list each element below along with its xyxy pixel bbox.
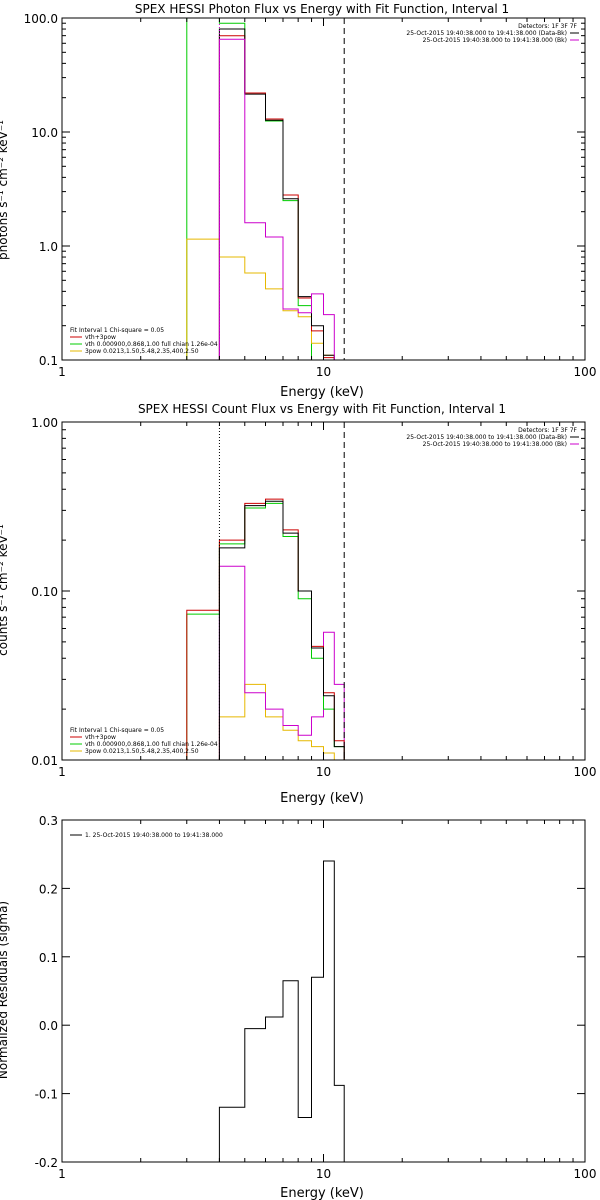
count-flux-series-3 <box>186 498 345 760</box>
count-flux-fit-legend-entry: vth+3pow <box>85 734 116 741</box>
photon-flux-y-tick-label: 1.0 <box>39 240 58 254</box>
photon-flux-series-4 <box>218 38 335 360</box>
residuals-xlabel: Energy (keV) <box>280 1186 364 1200</box>
count-flux-xlabel: Energy (keV) <box>280 791 364 806</box>
photon-flux-panel: SPEX HESSI Photon Flux vs Energy with Fi… <box>0 2 597 400</box>
photon-flux-y-tick-label: 10.0 <box>31 126 58 140</box>
photon-flux-legend-header: Detectors: 1F 3F 7F <box>518 23 577 30</box>
count-flux-series-1 <box>218 565 345 760</box>
residuals-series-0 <box>218 860 345 1162</box>
count-flux-legend-header: Detectors: 1F 3F 7F <box>518 427 577 434</box>
residuals-y-tick-label: 0.3 <box>39 814 58 828</box>
photon-flux-fit-legend-entry: 3pow 0.0213,1.50,5.48,2.35,400,2.50 <box>85 348 199 355</box>
photon-flux-x-tick-label: 1 <box>58 365 66 379</box>
residuals-legend-entry: 1. 25-Oct-2015 19:40:38.000 to 19:41:38.… <box>85 832 223 839</box>
count-flux-x-tick-label: 1 <box>58 765 66 779</box>
residuals-y-tick-label: 0.0 <box>39 1019 58 1033</box>
photon-flux-y-tick-label: 100.0 <box>24 12 58 26</box>
residuals-x-tick-label: 100 <box>574 1167 597 1181</box>
residuals-y-tick-label: -0.2 <box>35 1156 58 1170</box>
photon-flux-ylabel: photons s⁻¹ cm⁻² keV⁻¹ <box>0 120 10 260</box>
count-flux-title: SPEX HESSI Count Flux vs Energy with Fit… <box>138 402 506 416</box>
photon-flux-xlabel: Energy (keV) <box>280 385 364 400</box>
count-flux-y-tick-label: 0.10 <box>31 585 58 599</box>
photon-flux-fit-legend-entry: vth 0.000900,0.868,1.00 full chian 1.26e… <box>85 341 218 348</box>
residuals-panel: Energy (keV) Normalized Residuals (sigma… <box>0 814 596 1200</box>
photon-flux-legend-entry: 25-Oct-2015 19:40:38.000 to 19:41:38.000… <box>406 30 567 37</box>
photon-flux-title: SPEX HESSI Photon Flux vs Energy with Fi… <box>135 2 509 16</box>
count-flux-fit-legend-entry: 3pow 0.0213,1.50,5.48,2.35,400,2.50 <box>85 748 199 755</box>
residuals-y-tick-label: 0.2 <box>39 882 58 896</box>
count-flux-panel: SPEX HESSI Count Flux vs Energy with Fit… <box>0 402 596 806</box>
count-flux-series-4 <box>218 500 345 760</box>
count-flux-ylabel: counts s⁻¹ cm⁻² keV⁻¹ <box>0 524 10 656</box>
count-flux-series-2 <box>186 502 345 760</box>
count-flux-fit-legend-entry: vth 0.000900,0.868,1.00 full chian 1.26e… <box>85 741 218 748</box>
count-flux-y-tick-label: 0.01 <box>31 754 58 768</box>
residuals-y-tick-label: 0.1 <box>39 951 58 965</box>
count-flux-x-tick-label: 10 <box>316 765 331 779</box>
residuals-y-tick-label: -0.1 <box>35 1088 58 1102</box>
photon-flux-x-tick-label: 100 <box>574 365 597 379</box>
residuals-x-tick-label: 1 <box>58 1167 66 1181</box>
residuals-x-tick-label: 10 <box>316 1167 331 1181</box>
count-flux-x-tick-label: 100 <box>574 765 597 779</box>
photon-flux-x-tick-label: 10 <box>316 365 331 379</box>
count-flux-legend-entry: 25-Oct-2015 19:40:38.000 to 19:41:38.000… <box>423 441 567 448</box>
count-flux-legend-entry: 25-Oct-2015 19:40:38.000 to 19:41:38.000… <box>406 434 567 441</box>
count-flux-fit-legend-header: Fit Interval 1 Chi-square = 0.05 <box>70 727 164 734</box>
photon-flux-y-tick-label: 0.1 <box>39 354 58 368</box>
photon-flux-fit-legend-entry: vth+3pow <box>85 334 116 341</box>
photon-flux-legend-entry: 25-Oct-2015 19:40:38.000 to 19:41:38.000… <box>423 37 567 44</box>
residuals-ylabel: Normalized Residuals (sigma) <box>0 901 10 1079</box>
photon-flux-fit-legend-header: Fit Interval 1 Chi-square = 0.05 <box>70 327 164 334</box>
count-flux-y-tick-label: 1.00 <box>31 416 58 430</box>
